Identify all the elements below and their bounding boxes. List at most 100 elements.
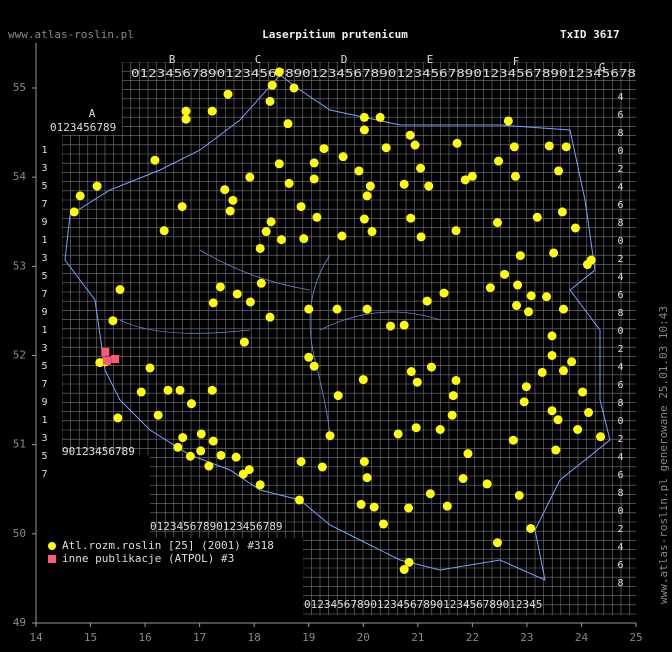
point [338,152,348,162]
point [558,304,568,314]
point [265,96,275,106]
point [375,112,385,122]
point [411,423,421,433]
y-tick-label: 53 [13,259,26,272]
point [544,141,554,151]
point [225,206,235,216]
point [524,307,534,317]
point [435,425,445,435]
point [309,158,319,168]
x-tick-label: 16 [138,631,151,644]
point [586,255,596,265]
point [542,292,552,302]
point [547,331,557,341]
x-tick-label: 17 [193,631,206,644]
point [412,377,422,387]
point [95,358,105,368]
point [442,501,452,511]
point [294,495,304,505]
point [274,159,284,169]
point [223,89,233,99]
atpol-row: 0123456789 [50,121,116,134]
point [177,202,187,212]
point [365,181,375,191]
point [159,226,169,236]
point [220,185,230,195]
site-label: www.atlas-roslin.pl [8,28,134,41]
point [304,304,314,314]
point [181,114,191,124]
point [276,235,286,245]
point [145,363,155,373]
atpol-row: 01234567890123456789 [150,520,282,533]
point [232,289,242,299]
point [526,523,536,533]
point [404,557,414,567]
point [309,361,319,371]
point [367,227,377,237]
x-tick-label: 20 [357,631,370,644]
point [304,352,314,362]
point [312,212,322,222]
point [173,442,183,452]
point [163,385,173,395]
point [537,367,547,377]
taxon-id: TxID 3617 [560,28,620,41]
point [416,163,426,173]
point [296,202,306,212]
point [136,387,146,397]
point [519,397,529,407]
side-note: www.atlas-roslin.pl generowane 25.01.03 … [657,306,670,604]
point [359,214,369,224]
point [333,391,343,401]
point [378,519,388,529]
atpol-letter: A [89,107,96,120]
point [551,445,561,455]
point [500,269,510,279]
atpol-letter: B [169,53,176,66]
point [558,366,568,376]
point [111,355,120,364]
x-tick-label: 21 [411,631,424,644]
point [261,227,271,237]
point [266,217,276,227]
point [296,457,306,467]
point [451,226,461,236]
point [181,106,191,116]
point [196,446,206,456]
atpol-letter: D [341,53,348,66]
x-tick-label: 19 [302,631,315,644]
point [596,432,606,442]
point [416,232,426,242]
point [289,83,299,93]
point [404,503,414,513]
point [458,474,468,484]
point [406,213,416,223]
point [359,112,369,122]
point [526,291,536,301]
x-tick-label: 25 [629,631,642,644]
atpol-letter: C [255,53,262,66]
point [547,350,557,360]
point [150,155,160,165]
point [317,462,327,472]
y-tick-label: 54 [13,170,27,183]
point [92,181,102,191]
chart-title: Laserpitium prutenicum [262,28,408,41]
point [245,297,255,307]
point [422,296,432,306]
point [514,490,524,500]
point [426,362,436,372]
legend-label: Atl.rozm.roslin [25] (2001) #318 [62,539,274,552]
point [482,479,492,489]
point [532,212,542,222]
point [196,429,206,439]
point [255,243,265,253]
x-tick-label: 15 [84,631,97,644]
point [284,178,294,188]
point [521,382,531,392]
point [216,450,226,460]
point [573,425,583,435]
atpol-row: 90123456789 [62,445,135,458]
